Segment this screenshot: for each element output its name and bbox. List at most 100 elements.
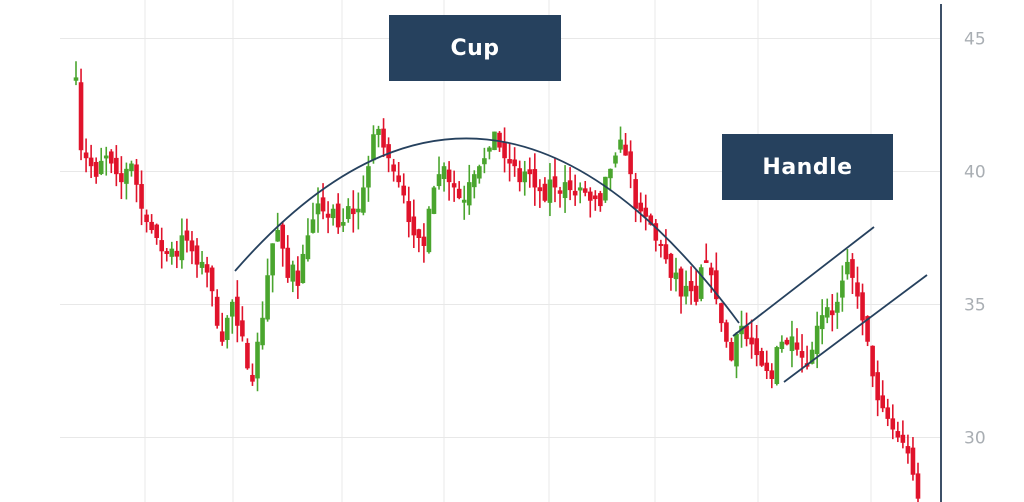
candle-118 bbox=[668, 252, 674, 291]
candle-body bbox=[729, 341, 734, 361]
candle-93 bbox=[542, 177, 548, 203]
candle-37 bbox=[260, 301, 265, 350]
cup-arc bbox=[234, 137, 740, 324]
candle-117 bbox=[663, 229, 669, 264]
candle-body bbox=[734, 333, 739, 367]
candle-0 bbox=[73, 61, 79, 86]
candle-body bbox=[764, 362, 770, 371]
candle-53 bbox=[340, 208, 346, 232]
candle-143 bbox=[794, 328, 800, 356]
candle-73 bbox=[441, 162, 447, 192]
candle-124 bbox=[698, 264, 704, 302]
candle-body bbox=[779, 341, 785, 349]
candle-56 bbox=[356, 192, 361, 230]
candle-120 bbox=[678, 266, 684, 314]
candle-164 bbox=[900, 420, 906, 449]
candle-body bbox=[345, 206, 351, 220]
candle-127 bbox=[714, 252, 719, 305]
candle-body bbox=[754, 338, 759, 356]
candle-body bbox=[169, 248, 175, 257]
candle-body bbox=[305, 235, 311, 260]
candle-8 bbox=[114, 145, 119, 187]
candle-body bbox=[688, 281, 694, 292]
candle-body bbox=[703, 260, 709, 263]
candle-137 bbox=[764, 350, 770, 380]
candle-138 bbox=[769, 363, 775, 389]
candle-body bbox=[840, 280, 845, 298]
candle-149 bbox=[824, 298, 830, 324]
candle-12 bbox=[134, 158, 139, 203]
candle-body bbox=[512, 159, 517, 167]
candle-body bbox=[708, 267, 714, 276]
candle-67 bbox=[411, 199, 417, 249]
y-tick-label-40: 40 bbox=[964, 163, 986, 183]
candle-body bbox=[547, 179, 553, 203]
candle-101 bbox=[582, 180, 588, 197]
candle-33 bbox=[240, 306, 245, 342]
candle-body bbox=[774, 347, 780, 385]
candle-17 bbox=[159, 227, 165, 269]
candle-body bbox=[73, 77, 79, 81]
candle-body bbox=[356, 208, 361, 213]
candle-body bbox=[643, 207, 649, 217]
candle-body bbox=[446, 169, 452, 183]
candle-160 bbox=[880, 380, 886, 413]
candle-31 bbox=[229, 299, 235, 334]
candle-85 bbox=[502, 127, 507, 173]
candle-43 bbox=[290, 260, 296, 293]
candle-body bbox=[502, 141, 507, 159]
candle-body bbox=[487, 147, 492, 152]
candle-body bbox=[910, 447, 916, 475]
candle-body bbox=[421, 236, 427, 246]
candle-20 bbox=[174, 240, 180, 269]
candle-body bbox=[477, 166, 482, 179]
candle-body bbox=[174, 250, 180, 257]
candle-25 bbox=[199, 251, 205, 275]
candle-body bbox=[885, 407, 891, 419]
candle-body bbox=[103, 155, 109, 159]
candle-body bbox=[366, 166, 371, 188]
candle-body bbox=[865, 316, 870, 342]
candle-91 bbox=[532, 153, 538, 206]
candle-body bbox=[461, 199, 467, 203]
candle-body bbox=[275, 230, 280, 242]
candle-body bbox=[582, 188, 588, 193]
candle-35 bbox=[250, 363, 255, 386]
candle-109 bbox=[623, 133, 628, 156]
candle-99 bbox=[572, 174, 578, 206]
candle-body bbox=[209, 267, 215, 292]
candle-78 bbox=[466, 164, 472, 215]
candle-body bbox=[673, 272, 679, 280]
candle-3 bbox=[88, 144, 94, 179]
candle-81 bbox=[482, 147, 487, 174]
candle-body bbox=[255, 341, 260, 379]
candle-body bbox=[98, 160, 104, 175]
candle-body bbox=[164, 251, 170, 254]
candle-62 bbox=[386, 137, 391, 173]
candle-42 bbox=[285, 235, 291, 283]
candle-body bbox=[497, 132, 502, 148]
candle-body bbox=[466, 182, 472, 206]
candle-body bbox=[880, 395, 886, 409]
candle-body bbox=[577, 187, 583, 191]
candle-body bbox=[658, 243, 664, 246]
candle-body bbox=[199, 261, 205, 268]
candle-87 bbox=[512, 147, 517, 177]
candle-body bbox=[330, 208, 336, 219]
candle-148 bbox=[819, 299, 825, 345]
candle-125 bbox=[703, 243, 709, 263]
candle-70 bbox=[426, 206, 432, 254]
candle-body bbox=[532, 169, 538, 188]
candle-body bbox=[557, 190, 563, 194]
candle-97 bbox=[562, 165, 568, 213]
candle-41 bbox=[280, 221, 286, 267]
handle-channel-upper bbox=[732, 226, 875, 337]
candle-89 bbox=[522, 160, 528, 196]
candle-14 bbox=[144, 209, 149, 233]
candle-body bbox=[144, 214, 149, 223]
candle-44 bbox=[295, 256, 301, 299]
candle-body bbox=[240, 320, 245, 337]
candle-body bbox=[371, 134, 376, 161]
candle-body bbox=[724, 322, 729, 342]
